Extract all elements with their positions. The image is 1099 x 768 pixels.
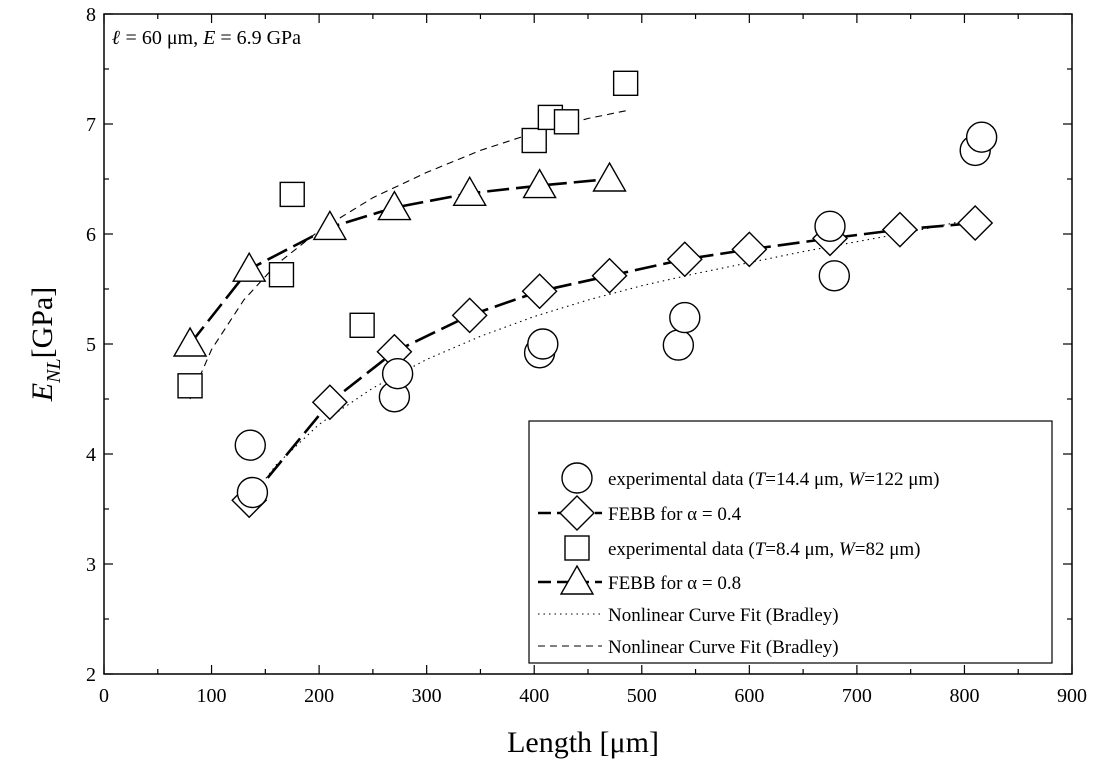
legend-marker <box>561 462 593 494</box>
legend-label-part: T <box>755 539 767 560</box>
data-point <box>965 121 998 153</box>
y-axis-title-symbol: E <box>26 383 59 402</box>
legend-label-part: experimental data ( <box>608 469 755 490</box>
data-point <box>527 328 559 360</box>
legend-label-part: =122 μm) <box>864 469 939 490</box>
y-tick-label: 4 <box>86 444 96 466</box>
legend-label-part: =82 μm) <box>855 539 921 560</box>
series-2 <box>177 70 639 399</box>
y-axis-title: ENL[GPa] <box>26 287 65 402</box>
data-point <box>521 127 547 154</box>
y-tick-label: 5 <box>86 334 96 356</box>
data-point <box>662 329 695 361</box>
legend-label-part: experimental data ( <box>608 539 755 560</box>
data-point <box>818 260 851 292</box>
data-point <box>236 476 269 509</box>
series-3 <box>172 161 627 357</box>
data-point <box>279 181 305 208</box>
y-axis-title-unit: [GPa] <box>26 287 59 359</box>
y-tick-label: 8 <box>86 4 96 26</box>
legend-label: FEBB for α = 0.4 <box>608 504 742 525</box>
annotation-length: = 60 μm, <box>121 27 204 49</box>
legend-marker <box>559 495 595 531</box>
data-point <box>268 262 295 288</box>
plot-frame <box>103 13 1073 675</box>
legend-label-part: W <box>839 539 857 560</box>
x-tick-label: 900 <box>1057 685 1087 707</box>
data-point <box>522 168 557 199</box>
y-tick-label: 3 <box>86 554 96 576</box>
data-point <box>591 257 628 294</box>
legend-label-part: T <box>755 469 767 490</box>
y-axis-title-subscript: NL <box>43 358 65 383</box>
x-tick-label: 800 <box>949 685 979 707</box>
data-point <box>731 231 768 268</box>
legend-label-part: =14.4 μm, <box>765 469 848 490</box>
legend-label: experimental data (T=14.4 μm, W=122 μm) <box>608 469 940 490</box>
x-tick-label: 400 <box>519 685 549 707</box>
data-point <box>377 190 412 221</box>
x-tick-label: 700 <box>842 685 872 707</box>
legend: experimental data (T=14.4 μm, W=122 μm)F… <box>528 420 1053 664</box>
x-tick-label: 0 <box>99 685 109 707</box>
series-0 <box>234 121 998 509</box>
data-point <box>666 241 703 278</box>
data-point <box>451 297 488 334</box>
data-point <box>311 384 348 421</box>
annotation-modulus: = 6.9 GPa <box>215 27 301 49</box>
y-tick-label: 6 <box>86 224 96 246</box>
data-point <box>452 175 487 207</box>
data-point <box>381 358 414 390</box>
y-tick-label: 7 <box>86 114 96 136</box>
data-point <box>177 373 203 399</box>
legend-label-part: FEBB for α = 0.4 <box>608 504 742 525</box>
data-point <box>172 326 208 357</box>
data-point <box>312 209 348 241</box>
data-point <box>234 429 266 461</box>
legend-label: Nonlinear Curve Fit (Bradley) <box>608 605 839 626</box>
x-axis-title: Length [μm] <box>507 726 659 759</box>
annotation-ell: ℓ <box>112 27 121 49</box>
legend-box <box>528 420 1053 664</box>
data-point <box>881 211 918 248</box>
data-point <box>553 109 580 135</box>
legend-label-part: FEBB for α = 0.8 <box>608 573 741 594</box>
x-tick-label: 500 <box>627 685 657 707</box>
legend-label-part: W <box>848 469 866 490</box>
data-point <box>231 251 267 282</box>
data-point <box>592 161 627 192</box>
data-point <box>349 312 375 338</box>
x-tick-label: 100 <box>197 685 227 707</box>
data-point <box>814 210 846 243</box>
axis-ticks: 0 100 200 300 400 500 600 700 800 900 2 3 4 5 6 7 8 <box>86 4 1087 707</box>
parameter-annotation: ℓ = 60 μm, E = 6.9 GPa <box>112 27 301 49</box>
legend-marker <box>564 535 590 561</box>
data-point <box>957 205 994 241</box>
data-point <box>669 301 701 334</box>
legend-label-part: Nonlinear Curve Fit (Bradley) <box>608 637 839 658</box>
legend-label-part: Nonlinear Curve Fit (Bradley) <box>608 605 839 626</box>
legend-label-part: =8.4 μm, <box>765 539 839 560</box>
legend-label: Nonlinear Curve Fit (Bradley) <box>608 637 839 658</box>
plot-series <box>172 70 998 519</box>
y-tick-label: 2 <box>86 664 96 686</box>
data-point <box>521 273 558 310</box>
legend-label: FEBB for α = 0.8 <box>608 573 741 594</box>
x-tick-label: 200 <box>304 685 334 707</box>
legend-marker <box>559 564 595 595</box>
data-point <box>612 70 639 97</box>
legend-label: experimental data (T=8.4 μm, W=82 μm) <box>608 539 921 560</box>
x-tick-label: 300 <box>412 685 442 707</box>
annotation-e: E <box>202 27 215 49</box>
x-tick-label: 600 <box>734 685 764 707</box>
